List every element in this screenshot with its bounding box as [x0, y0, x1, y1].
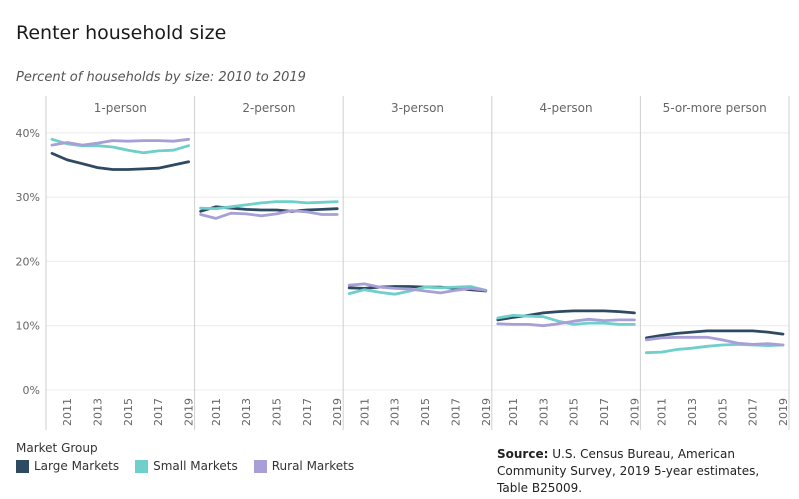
x-tick-label-3-person-2013: 2013 [389, 398, 402, 426]
x-tick-label-5-or-more-person-2011: 2011 [656, 398, 669, 426]
x-tick-label-2-person-2013: 2013 [240, 398, 253, 426]
x-tick-label-5-or-more-person-2015: 2015 [716, 398, 729, 426]
x-tick-label-5-or-more-person-2013: 2013 [686, 398, 699, 426]
y-tick-label-30: 30% [16, 191, 40, 204]
legend: Large Markets Small Markets Rural Market… [16, 459, 370, 473]
panel-header-1-person: 1-person [94, 101, 147, 115]
legend-label-large-markets: Large Markets [34, 459, 120, 473]
x-tick-label-3-person-2015: 2015 [419, 398, 432, 426]
chart-subtitle: Percent of households by size: 2010 to 2… [16, 70, 306, 85]
legend-item-small-markets[interactable]: Small Markets [135, 459, 238, 473]
x-tick-label-1-person-2017: 2017 [152, 398, 165, 426]
x-tick-label-2-person-2015: 2015 [270, 398, 283, 426]
panel-header-3-person: 3-person [391, 101, 444, 115]
x-tick-label-2-person-2011: 2011 [210, 398, 223, 426]
series-line-5-or-more-person-small-markets [645, 342, 785, 355]
series-line-1-person-large-markets [50, 151, 191, 171]
series-line-2-person-small-markets [199, 200, 339, 211]
x-tick-label-4-person-2011: 2011 [507, 398, 520, 426]
x-tick-label-3-person-2011: 2011 [358, 398, 371, 426]
source-label: Source: [497, 447, 549, 461]
source-note: Source: U.S. Census Bureau, American Com… [497, 446, 792, 497]
legend-swatch-large-markets [16, 459, 29, 473]
series-line-3-person-rural-markets [347, 282, 488, 295]
legend-swatch-small-markets [135, 459, 149, 473]
panel-header-2-person: 2-person [242, 101, 295, 115]
y-tick-label-0: 0% [23, 384, 40, 397]
x-tick-label-1-person-2011: 2011 [61, 398, 74, 426]
x-tick-label-4-person-2013: 2013 [537, 398, 550, 426]
series-line-5-or-more-person-large-markets [645, 329, 785, 340]
y-tick-label-20: 20% [16, 255, 40, 268]
legend-swatch-rural-markets [253, 459, 267, 473]
legend-label-small-markets: Small Markets [153, 459, 238, 473]
x-tick-label-5-or-more-person-2017: 2017 [747, 398, 760, 426]
legend-label-rural-markets: Rural Markets [271, 459, 355, 473]
panel-header-4-person: 4-person [540, 101, 593, 115]
series-line-5-or-more-person-rural-markets [645, 335, 785, 347]
y-tick-label-10: 10% [16, 320, 40, 333]
x-tick-label-1-person-2019: 2019 [183, 398, 196, 426]
series-line-2-person-rural-markets [199, 209, 339, 220]
x-tick-label-2-person-2019: 2019 [331, 398, 344, 426]
x-tick-label-1-person-2015: 2015 [122, 398, 135, 426]
legend-item-rural-markets[interactable]: Rural Markets [253, 459, 355, 473]
x-tick-label-4-person-2019: 2019 [628, 398, 641, 426]
x-tick-label-3-person-2017: 2017 [449, 398, 462, 426]
x-tick-label-4-person-2015: 2015 [568, 398, 581, 426]
chart-title: Renter household size [16, 22, 227, 44]
panel-header-5-or-more-person: 5-or-more person [663, 101, 767, 115]
x-tick-label-1-person-2013: 2013 [92, 398, 105, 426]
legend-item-large-markets[interactable]: Large Markets [16, 459, 119, 473]
legend-title: Market Group [16, 441, 98, 455]
y-tick-label-40: 40% [16, 127, 40, 140]
x-tick-label-4-person-2017: 2017 [598, 398, 611, 426]
x-tick-label-5-or-more-person-2019: 2019 [777, 398, 790, 426]
series-line-1-person-rural-markets [50, 137, 191, 147]
source-text: U.S. Census Bureau, American Community S… [497, 447, 760, 495]
series-line-4-person-rural-markets [496, 317, 636, 328]
x-tick-label-3-person-2019: 2019 [480, 398, 493, 426]
x-tick-label-2-person-2017: 2017 [301, 398, 314, 426]
